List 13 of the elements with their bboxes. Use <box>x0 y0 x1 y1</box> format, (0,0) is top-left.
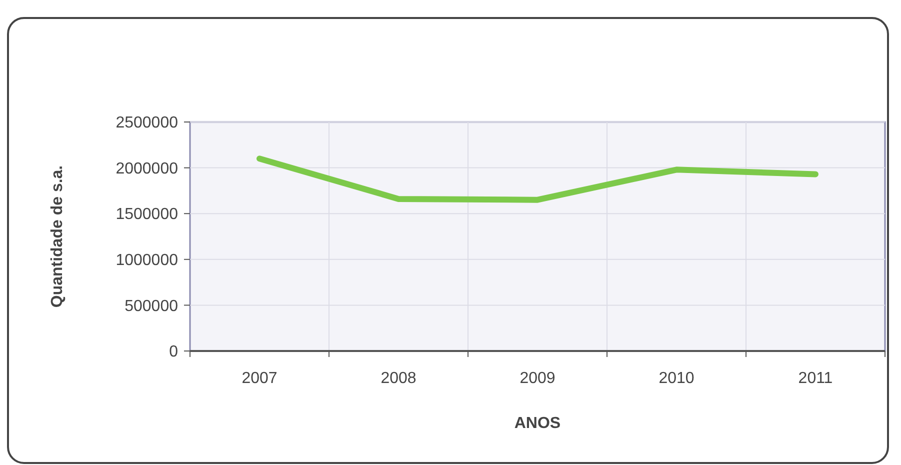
x-tick-label: 2011 <box>798 370 833 387</box>
x-axis-title: ANOS <box>514 415 561 432</box>
x-tick-label: 2008 <box>380 370 416 387</box>
y-tick-label: 1500000 <box>116 206 178 224</box>
y-tick-label: 500000 <box>124 298 178 315</box>
y-axis-title: Quantidade de s.a. <box>49 165 66 308</box>
y-tick-label: 0 <box>169 344 178 361</box>
x-tick-label: 2010 <box>658 370 694 387</box>
y-tick-label: 2000000 <box>116 160 178 178</box>
x-tick-label: 2009 <box>520 370 556 387</box>
y-tick-label: 2500000 <box>116 114 178 132</box>
x-tick-label: 2007 <box>242 370 278 387</box>
y-tick-label: 1000000 <box>116 252 178 269</box>
